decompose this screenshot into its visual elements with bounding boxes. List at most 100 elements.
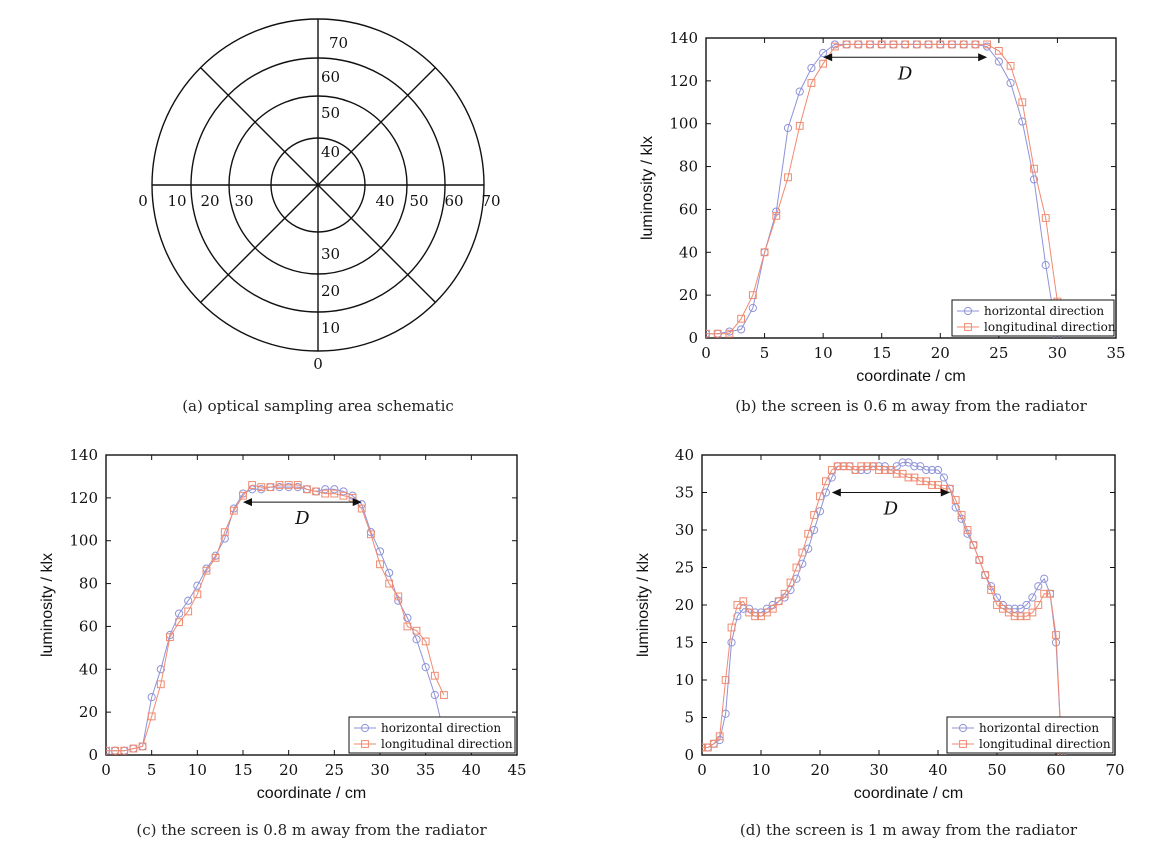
x-tick-label: 35 (1106, 344, 1125, 362)
x-tick-label: 60 (1046, 761, 1065, 779)
right-label-50: 50 (409, 192, 428, 210)
series-group (706, 40, 1062, 338)
data-point-longitudinal (111, 746, 120, 755)
data-point-longitudinal (376, 560, 384, 569)
data-point-longitudinal (912, 40, 921, 49)
data-point-longitudinal (220, 528, 229, 537)
data-point-horizontal (795, 87, 804, 96)
y-axis-label: luminosity / klx (39, 553, 56, 657)
data-point-horizontal (1041, 261, 1050, 270)
chart-caption: (d) the screen is 1 m away from the radi… (740, 821, 1078, 839)
legend-entry-longitudinal: longitudinal direction (984, 320, 1116, 334)
legend-marker-horizontal (360, 723, 370, 733)
dimension-arrowhead-right (940, 488, 950, 497)
plot-frame (105, 454, 518, 756)
data-point-horizontal (916, 462, 925, 471)
y-axis-label: luminosity / klx (635, 553, 652, 657)
x-tick-label: 35 (416, 761, 435, 779)
data-point-horizontal (1034, 582, 1043, 591)
y-tick-label: 30 (675, 521, 694, 539)
data-point-longitudinal (120, 746, 129, 755)
data-point-longitudinal (202, 566, 211, 575)
data-point-longitudinal (138, 742, 147, 751)
data-point-longitudinal (924, 40, 933, 49)
data-point-longitudinal (1046, 589, 1054, 598)
x-tick-label: 15 (872, 344, 891, 362)
y-tick-label: 60 (79, 617, 98, 635)
x-tick-label: 30 (869, 761, 888, 779)
panel-a-schematic: 70 60 50 40 30 20 10 0 0 10 20 30 40 50 … (138, 18, 501, 415)
data-point-longitudinal (833, 462, 842, 471)
data-point-horizontal (385, 568, 394, 577)
data-point-longitudinal (706, 329, 710, 338)
data-point-horizontal (430, 690, 439, 700)
data-point-longitudinal (816, 492, 824, 501)
data-point-longitudinal (1010, 612, 1019, 621)
data-point-horizontal (1006, 78, 1015, 88)
data-point-horizontal (733, 612, 742, 621)
y-tick-label: 20 (675, 596, 694, 614)
legend-box (348, 716, 516, 754)
data-point-longitudinal (839, 462, 848, 471)
y-tick-label: 120 (69, 489, 98, 507)
y-tick-label: 20 (679, 286, 698, 304)
data-point-longitudinal (798, 548, 807, 557)
data-point-longitudinal (193, 590, 202, 599)
y-tick-label: 25 (675, 559, 694, 577)
y-tick-label: 0 (688, 329, 698, 347)
right-label-60: 60 (444, 192, 463, 210)
data-point-longitudinal (901, 40, 910, 49)
x-tick-label: 10 (188, 761, 207, 779)
data-point-longitudinal (857, 462, 866, 471)
top-label-60: 60 (321, 68, 340, 86)
data-point-horizontal (174, 609, 184, 618)
data-point-longitudinal (412, 626, 421, 635)
data-point-horizontal (156, 665, 165, 674)
data-point-longitudinal (889, 40, 898, 49)
data-point-longitudinal (772, 211, 781, 220)
y-tick-label: 100 (69, 532, 98, 550)
data-point-longitudinal (804, 529, 813, 538)
legend-marker-longitudinal (964, 323, 972, 331)
legend-marker-horizontal (963, 306, 973, 316)
data-point-longitudinal (715, 732, 724, 741)
data-point-longitudinal (928, 481, 937, 489)
data-point-longitudinal (1018, 98, 1027, 107)
data-point-longitudinal (312, 487, 320, 496)
data-point-longitudinal (830, 42, 839, 51)
y-tick-label: 40 (679, 243, 698, 261)
data-point-horizontal (819, 48, 828, 58)
data-point-longitudinal (257, 483, 266, 492)
data-point-longitudinal (842, 40, 851, 49)
top-label-50: 50 (321, 104, 340, 122)
dimension-arrowhead-left (243, 498, 252, 507)
y-tick-label: 5 (684, 709, 694, 727)
panel-a-caption: (a) optical sampling area schematic (182, 397, 454, 415)
data-point-longitudinal (721, 676, 730, 684)
data-point-longitudinal (948, 40, 956, 49)
legend-entry-horizontal: horizontal direction (381, 721, 501, 735)
y-tick-label: 140 (69, 446, 98, 464)
data-point-horizontal (339, 487, 348, 496)
data-point-longitudinal (284, 481, 293, 489)
y-tick-label: 10 (675, 671, 694, 689)
dimension-arrowhead-right (352, 498, 362, 507)
data-point-longitudinal (854, 40, 863, 49)
data-point-longitudinal (822, 477, 830, 486)
data-point-longitudinal (957, 511, 966, 519)
y-tick-label: 120 (669, 72, 698, 90)
data-point-longitudinal (430, 671, 439, 680)
data-point-longitudinal (969, 541, 978, 549)
x-tick-label: 5 (760, 344, 770, 362)
data-point-longitudinal (713, 329, 722, 338)
data-point-longitudinal (129, 744, 138, 753)
data-point-longitudinal (239, 491, 247, 500)
data-point-horizontal (412, 635, 421, 644)
data-point-horizontal (321, 485, 330, 494)
dimension-label: D (883, 499, 899, 520)
x-tick-label: 70 (1105, 761, 1124, 779)
left-label-20: 20 (200, 192, 219, 210)
top-label-40: 40 (321, 143, 340, 161)
bottom-label-30: 30 (321, 245, 340, 263)
chart-b-panel: 0 5 10 15 20 25 30 35 0 20 40 60 80 100 120 140 coordina… (639, 29, 1126, 415)
